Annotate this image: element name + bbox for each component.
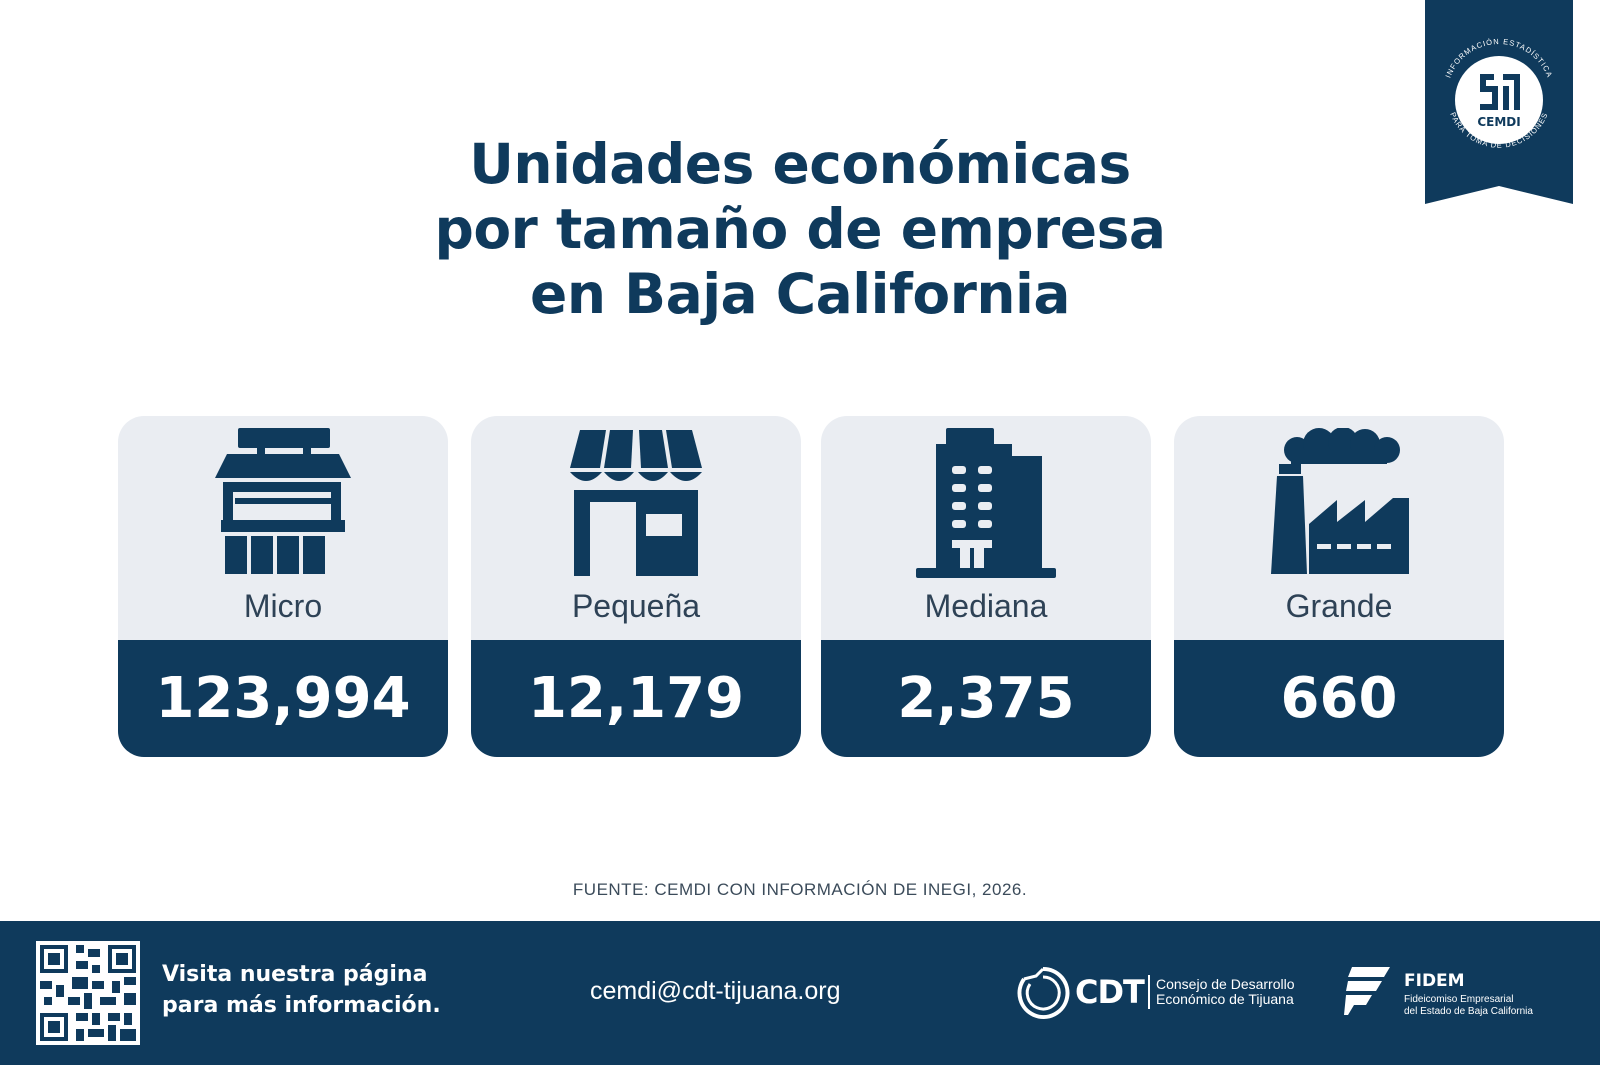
card-bottom: 123,994 — [118, 640, 448, 757]
factory-icon — [1271, 428, 1409, 574]
micro-storefront-icon — [215, 428, 351, 574]
card-top: Grande — [1174, 416, 1504, 640]
cdt-separator — [1148, 975, 1150, 1009]
card-value: 123,994 — [155, 666, 411, 731]
footer: Visita nuestra página para más informaci… — [0, 921, 1600, 1065]
card-top: Mediana — [821, 416, 1151, 640]
qr-code-icon[interactable] — [36, 941, 140, 1045]
contact-email-link[interactable]: cemdi@cdt-tijuana.org — [590, 977, 841, 1005]
cemdi-badge-name: CEMDI — [1477, 115, 1520, 129]
card-value: 12,179 — [527, 666, 745, 731]
card-top: Pequeña — [471, 416, 801, 640]
card-label: Micro — [243, 588, 323, 624]
card-pequena: Pequeña 12,179 — [471, 416, 801, 757]
card-label: Pequeña — [571, 588, 701, 624]
card-bottom: 2,375 — [821, 640, 1151, 757]
cdt-description: Consejo de Desarrollo Económico de Tijua… — [1156, 977, 1295, 1007]
card-bottom: 660 — [1174, 640, 1504, 757]
cta-line-2: para más información. — [162, 993, 441, 1018]
page-title: Unidades económicas por tamaño de empres… — [300, 132, 1300, 327]
card-micro: Micro 123,994 — [118, 416, 448, 757]
title-line-1: Unidades económicas — [469, 132, 1131, 196]
fidem-description: Fideicomiso Empresarial del Estado de Ba… — [1404, 994, 1533, 1018]
cdt-desc-line-2: Económico de Tijuana — [1156, 991, 1294, 1007]
cdt-desc-line-1: Consejo de Desarrollo — [1156, 976, 1295, 992]
card-label: Grande — [1285, 588, 1393, 624]
card-label: Mediana — [924, 588, 1048, 624]
cdt-name: CDT — [1075, 973, 1145, 1011]
small-shop-awning-icon — [570, 430, 702, 576]
title-line-3: en Baja California — [530, 262, 1070, 326]
cdt-logo-icon — [1017, 966, 1070, 1019]
title-line-2: por tamaño de empresa — [434, 197, 1166, 261]
source-note: FUENTE: CEMDI CON INFORMACIÓN DE INEGI, … — [572, 880, 1028, 899]
card-grande: Grande 660 — [1174, 416, 1504, 757]
card-top: Micro — [118, 416, 448, 640]
visit-page-cta: Visita nuestra página para más informaci… — [162, 959, 492, 1021]
cemdi-logo-icon — [1480, 74, 1520, 110]
cta-line-1: Visita nuestra página — [162, 962, 428, 987]
cemdi-badge: INFORMACIÓN ESTADÍSTICA PARA TOMA DE DEC… — [1425, 0, 1573, 204]
fidem-name: FIDEM — [1404, 971, 1465, 991]
card-mediana: Mediana 2,375 — [821, 416, 1151, 757]
fidem-desc-line-1: Fideicomiso Empresarial — [1404, 994, 1514, 1005]
card-value: 2,375 — [897, 666, 1075, 731]
fidem-logo-icon — [1344, 967, 1390, 1015]
fidem-desc-line-2: del Estado de Baja California — [1404, 1006, 1533, 1017]
office-building-icon — [916, 428, 1056, 578]
card-value: 660 — [1280, 666, 1398, 731]
card-bottom: 12,179 — [471, 640, 801, 757]
